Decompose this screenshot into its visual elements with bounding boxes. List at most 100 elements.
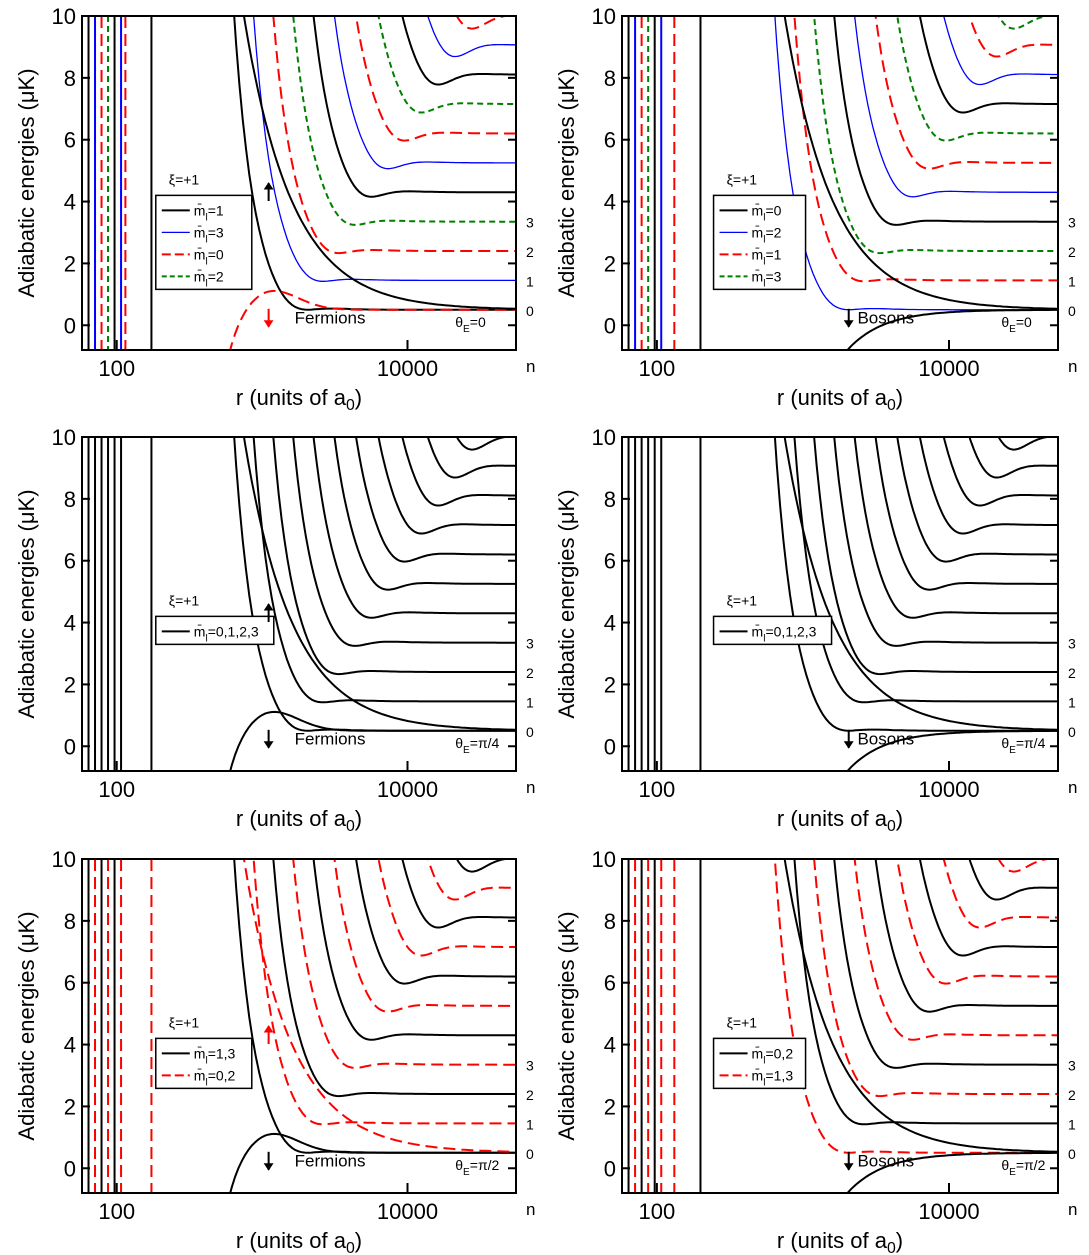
curve-channel (874, 859, 1058, 1013)
curve-incoming (242, 16, 516, 310)
x-axis-label: r (units of a0) (777, 806, 903, 835)
y-tick-label: 6 (64, 549, 76, 574)
n-label: 1 (1068, 1116, 1076, 1132)
x-axis-label: r (units of a0) (236, 806, 362, 835)
curve-channel (918, 859, 1058, 957)
y-tick-label: 0 (604, 734, 616, 759)
curve-channel (874, 437, 1058, 591)
legend-label: m̄l=0,2 (752, 1045, 794, 1066)
n-axis-label: n (1068, 778, 1077, 797)
legend-label: m̄l=2 (194, 268, 224, 289)
plot-frame (81, 15, 517, 351)
arrow-head-icon (263, 1025, 274, 1033)
xi-label: ξ=+1 (727, 1015, 758, 1031)
n-label: 2 (526, 665, 534, 681)
y-tick-label: 4 (604, 611, 616, 636)
legend-box (712, 1037, 807, 1090)
y-axis-label: Adiabatic energies (μK) (14, 489, 39, 718)
curve-channel (813, 437, 1058, 676)
curve-channel (968, 437, 1058, 479)
y-tick-label: 10 (592, 4, 616, 29)
y-tick-label: 6 (64, 128, 76, 153)
n-label: 0 (1068, 1146, 1076, 1162)
n-axis-label: n (526, 357, 535, 376)
n-label: 3 (526, 215, 534, 231)
y-tick-label: 10 (52, 4, 76, 29)
theta-label: θE=π/4 (455, 735, 499, 756)
curve-channel (292, 859, 516, 1069)
curve-channel (355, 16, 516, 142)
y-tick-label: 6 (604, 971, 616, 996)
curve-channel (377, 437, 516, 535)
n-label: 0 (1068, 303, 1076, 319)
n-label: 3 (1068, 1058, 1076, 1074)
curve-channel (272, 16, 516, 255)
curve-channel (896, 16, 1058, 142)
y-tick-label: 2 (64, 251, 76, 276)
curve-channel (833, 437, 1058, 647)
curve-channel (793, 16, 1058, 283)
theta-label: θE=π/2 (455, 1157, 499, 1178)
curve-channel (455, 859, 516, 873)
y-tick-label: 6 (64, 971, 76, 996)
n-label: 1 (1068, 694, 1076, 710)
x-tick-label: 100 (639, 777, 676, 802)
curve-channel (997, 16, 1058, 30)
curve-channel (813, 16, 1058, 255)
curve-channel (401, 437, 516, 507)
system-label: Fermions (295, 1152, 366, 1171)
y-tick-label: 4 (604, 190, 616, 215)
plot-area (87, 16, 516, 350)
legend: m̄l=1m̄l=3m̄l=0m̄l=2 (155, 194, 253, 291)
curve-channel (292, 437, 516, 647)
plot-frame (621, 436, 1059, 772)
plot-frame (81, 436, 517, 772)
x-axis-label: r (units of a0) (236, 1228, 362, 1255)
plot-frame (621, 15, 1059, 351)
x-tick-label: 100 (98, 1199, 135, 1224)
curve-lowest (229, 289, 516, 350)
legend-label: m̄l=0,1,2,3 (194, 623, 259, 644)
n-axis-label: n (1068, 1200, 1077, 1219)
y-tick-label: 2 (604, 251, 616, 276)
legend: m̄l=0,2m̄l=1,3 (712, 1037, 807, 1090)
curve-channel (401, 859, 516, 929)
plot-area (627, 16, 1058, 350)
y-tick-label: 2 (64, 1094, 76, 1119)
y-tick-label: 8 (604, 66, 616, 91)
curve-channel (853, 859, 1058, 1041)
arrow-head-icon (843, 1163, 854, 1171)
curve-channel (233, 859, 516, 1154)
y-tick-label: 2 (64, 672, 76, 697)
theta-label: θE=π/2 (1001, 1157, 1045, 1178)
curve-lowest (846, 729, 1058, 771)
curve-channel (968, 16, 1058, 58)
curve-channel (968, 859, 1058, 901)
legend: m̄l=1,3m̄l=0,2 (155, 1037, 253, 1090)
arrow-head-icon (263, 603, 274, 611)
arrow-head-icon (843, 320, 854, 328)
n-label: 0 (526, 724, 534, 740)
curve-channel (918, 16, 1058, 114)
n-label: 0 (526, 1146, 534, 1162)
legend-label: m̄l=0,1,2,3 (752, 623, 817, 644)
y-tick-label: 8 (64, 66, 76, 91)
curve-channel (427, 16, 516, 58)
plot-area (87, 437, 516, 771)
xi-label: ξ=+1 (727, 172, 758, 188)
legend-label: m̄l=0 (752, 202, 782, 223)
y-axis-label: Adiabatic energies (μK) (554, 68, 579, 297)
x-tick-label: 100 (98, 356, 135, 381)
curve-channel (918, 437, 1058, 535)
legend-label: m̄l=3 (752, 268, 782, 289)
curve-channel (272, 437, 516, 676)
legend-label: m̄l=0 (194, 246, 224, 267)
n-label: 1 (526, 694, 534, 710)
n-label: 3 (1068, 215, 1076, 231)
arrow-head-icon (263, 182, 274, 190)
curve-channel (813, 859, 1058, 1098)
x-tick-label: 10000 (918, 1199, 979, 1224)
